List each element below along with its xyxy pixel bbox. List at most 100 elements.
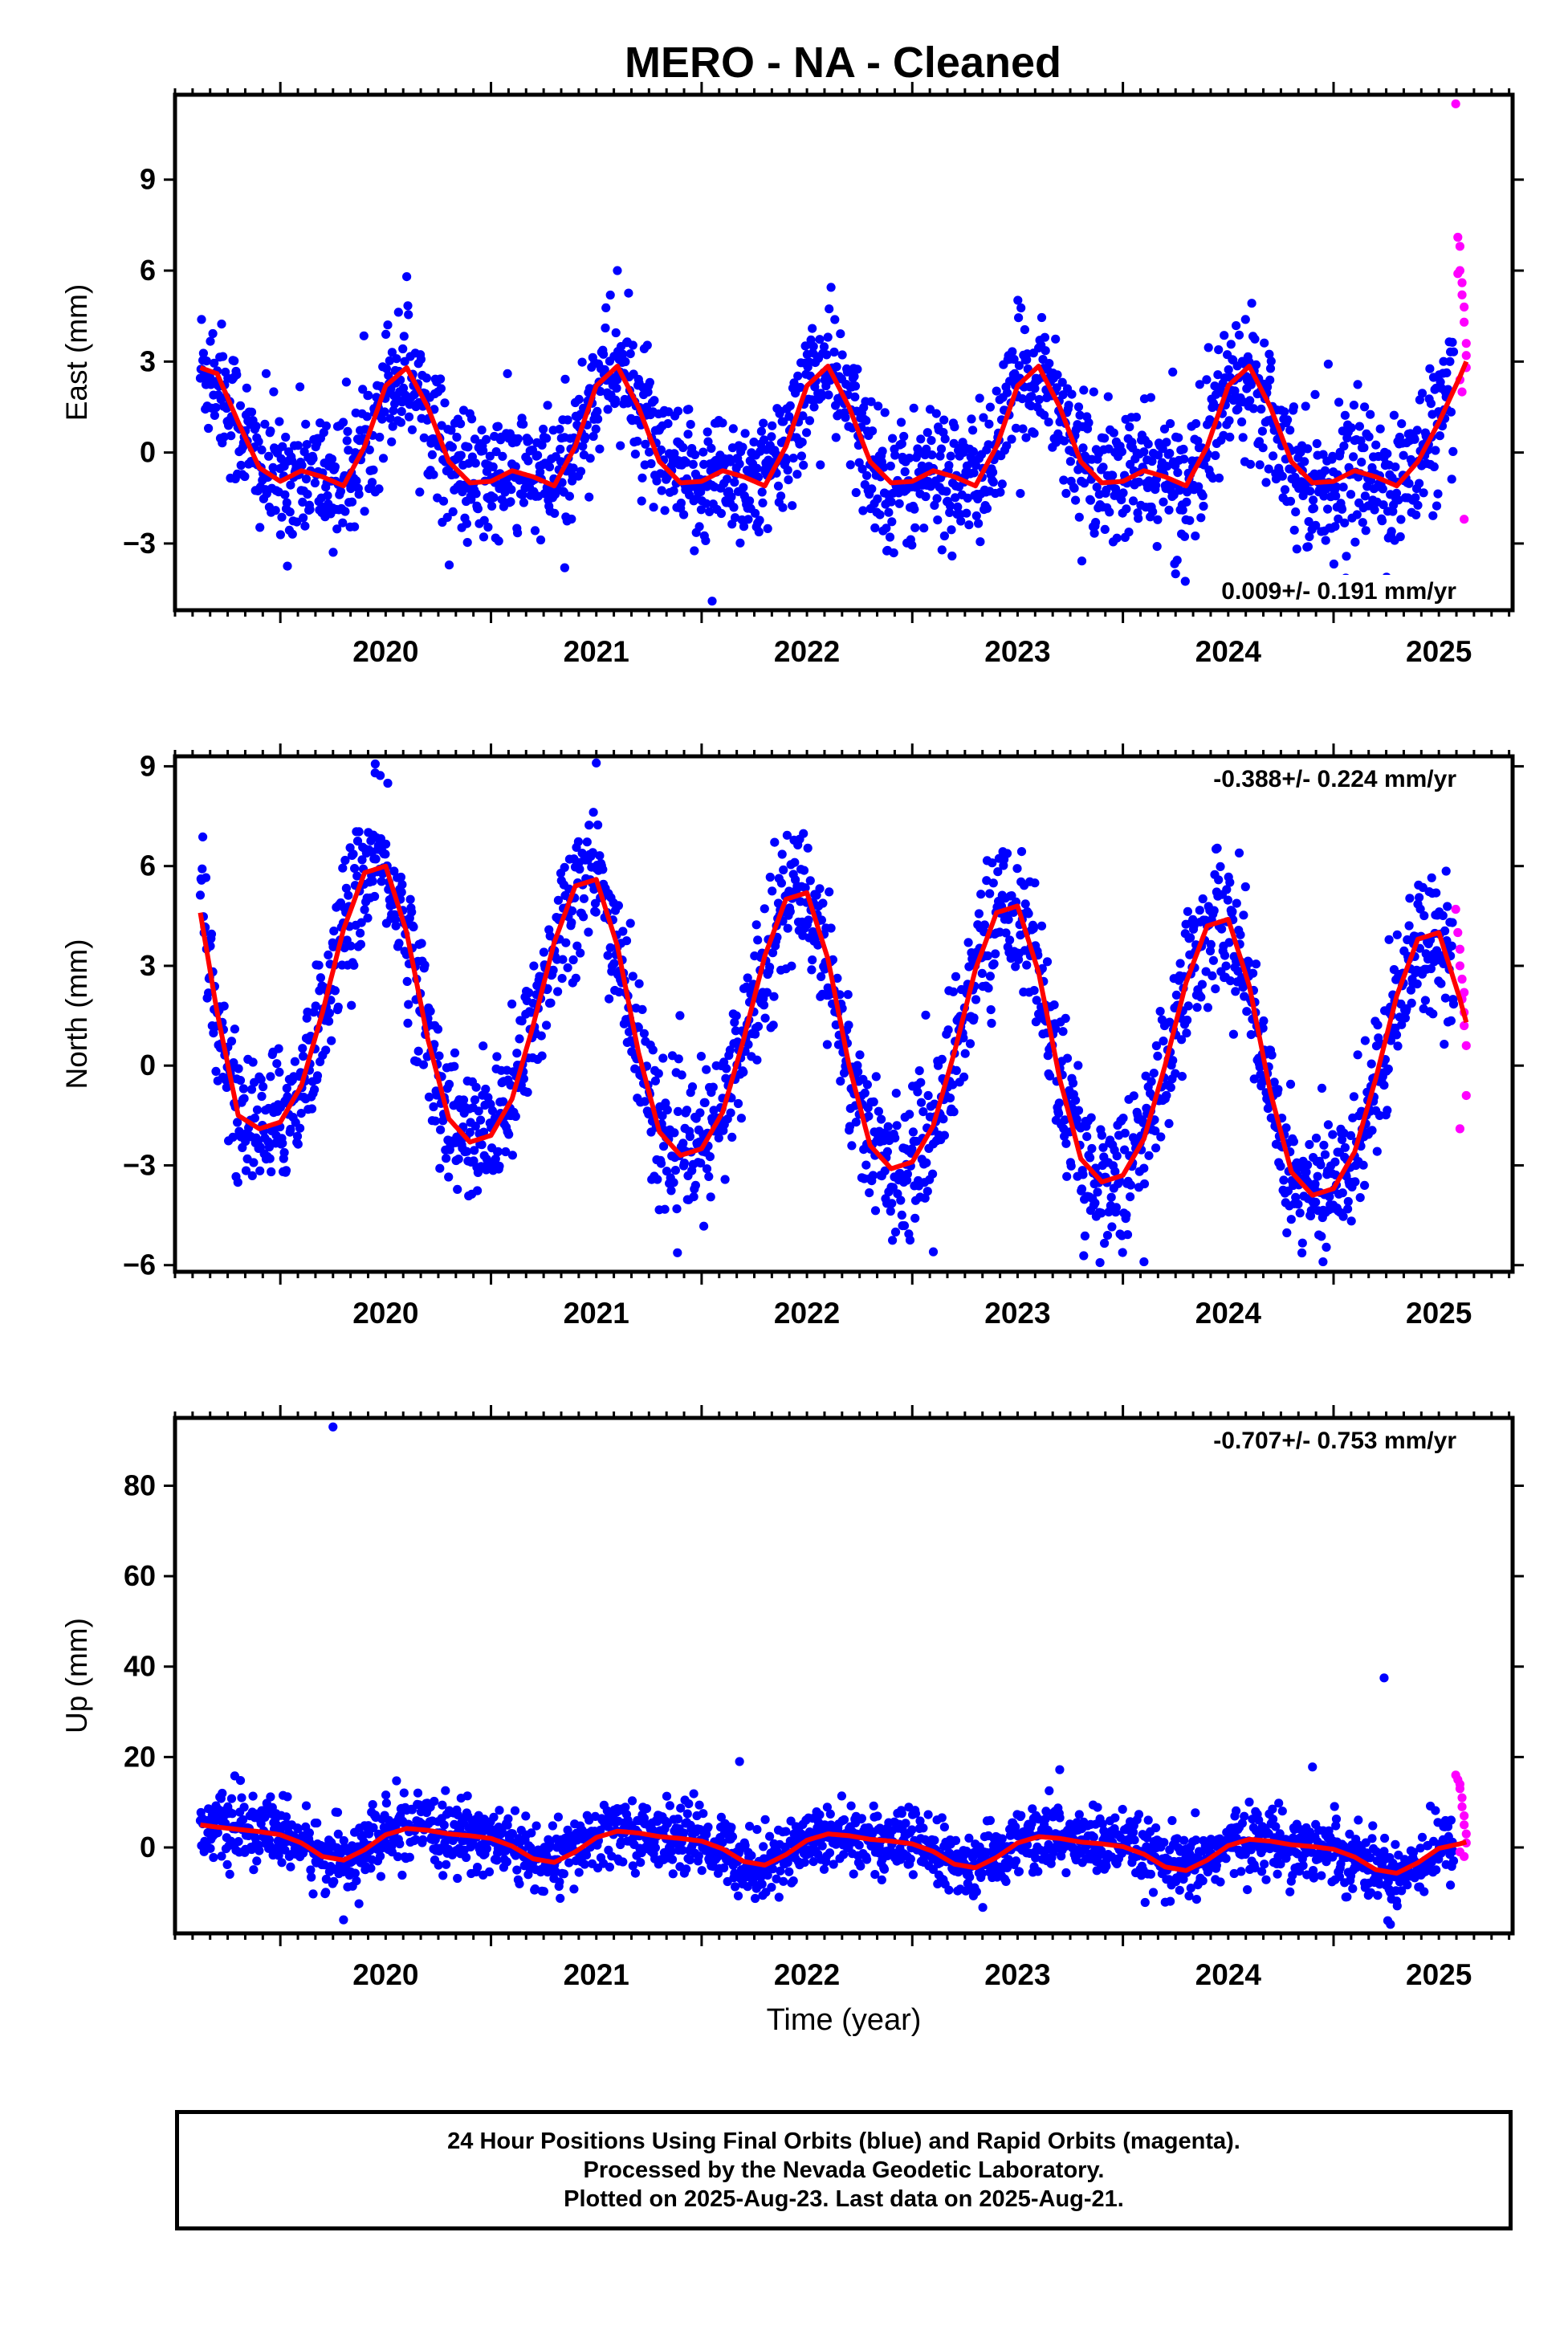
final-point	[1034, 395, 1044, 405]
final-point	[932, 494, 942, 503]
final-point	[286, 1862, 295, 1872]
final-point	[618, 349, 628, 359]
final-point	[1443, 902, 1452, 911]
final-point	[1378, 484, 1387, 494]
final-point	[762, 988, 772, 997]
final-point	[381, 1790, 391, 1800]
rate-label-bg	[1191, 575, 1506, 605]
final-point	[698, 447, 708, 457]
final-point	[951, 1065, 961, 1075]
final-point	[281, 1812, 291, 1822]
final-point	[1260, 338, 1269, 348]
final-point	[502, 1857, 512, 1867]
final-point	[295, 1123, 305, 1133]
final-point	[855, 1050, 865, 1060]
final-point	[201, 873, 211, 882]
final-point	[1071, 1095, 1081, 1105]
final-point	[749, 438, 759, 447]
final-point	[1045, 359, 1054, 369]
final-point	[277, 512, 287, 522]
final-point	[968, 446, 978, 457]
final-point	[777, 849, 787, 859]
final-point	[1106, 1192, 1116, 1202]
final-point	[947, 551, 957, 561]
final-point	[678, 1139, 688, 1148]
final-point	[376, 1851, 385, 1861]
final-point	[393, 1851, 403, 1862]
final-point	[1044, 418, 1053, 427]
final-point	[470, 1146, 479, 1155]
final-point	[949, 1107, 959, 1117]
final-point	[1240, 882, 1250, 892]
final-point	[329, 927, 339, 936]
final-point	[563, 963, 572, 972]
final-point	[1319, 1140, 1329, 1150]
final-point	[1379, 1081, 1389, 1090]
final-point	[363, 913, 373, 923]
final-point	[1068, 1078, 1078, 1088]
final-point	[1372, 1147, 1382, 1156]
final-point	[1006, 954, 1016, 963]
y-tick-label: 3	[140, 344, 156, 377]
final-point	[649, 503, 658, 512]
final-point	[394, 939, 404, 948]
final-point	[1180, 576, 1190, 586]
final-point	[1404, 921, 1414, 931]
final-point	[1086, 1113, 1096, 1122]
final-point	[265, 1154, 275, 1163]
final-point	[1337, 504, 1347, 514]
final-point	[503, 369, 512, 378]
final-point	[577, 357, 587, 367]
final-point	[275, 530, 285, 540]
final-point	[462, 519, 472, 528]
final-point	[392, 354, 401, 364]
final-point	[874, 1106, 883, 1116]
final-point	[282, 498, 291, 507]
final-point	[1415, 893, 1424, 902]
final-point	[815, 335, 825, 344]
final-point	[548, 965, 558, 975]
final-point	[871, 1072, 881, 1081]
final-point	[416, 354, 426, 365]
final-point	[350, 864, 360, 874]
final-point	[918, 1107, 928, 1117]
final-point	[378, 454, 389, 463]
final-point	[1163, 462, 1172, 471]
final-point	[352, 871, 362, 881]
final-point	[882, 1147, 892, 1156]
final-point	[1389, 410, 1399, 420]
final-point	[864, 1111, 874, 1121]
final-point	[816, 460, 825, 470]
final-point	[405, 894, 415, 904]
final-point	[1195, 380, 1204, 389]
final-point	[956, 516, 966, 526]
final-point	[381, 849, 390, 859]
final-point	[882, 523, 891, 533]
final-point	[751, 920, 761, 930]
final-point	[507, 999, 517, 1009]
final-point	[988, 878, 998, 888]
y-tick-label: 9	[140, 749, 156, 782]
final-point	[1265, 375, 1275, 385]
final-point	[376, 1872, 385, 1881]
final-point	[330, 986, 340, 996]
final-point	[702, 1065, 711, 1074]
final-point	[483, 1093, 493, 1102]
final-point	[886, 1206, 895, 1216]
final-point	[947, 525, 956, 535]
final-point	[1118, 488, 1128, 498]
rapid-point	[1455, 1124, 1465, 1134]
final-point	[1090, 1198, 1100, 1208]
final-point	[1089, 387, 1098, 397]
final-point	[767, 432, 776, 442]
final-point	[937, 1054, 947, 1064]
final-point	[1266, 356, 1276, 366]
final-point	[1129, 1091, 1138, 1101]
final-point	[1352, 510, 1362, 519]
final-point	[403, 1018, 413, 1028]
final-point	[474, 1106, 483, 1116]
final-point	[738, 442, 747, 452]
final-point	[1224, 938, 1234, 947]
final-point	[1192, 1003, 1202, 1012]
final-point	[758, 498, 768, 508]
